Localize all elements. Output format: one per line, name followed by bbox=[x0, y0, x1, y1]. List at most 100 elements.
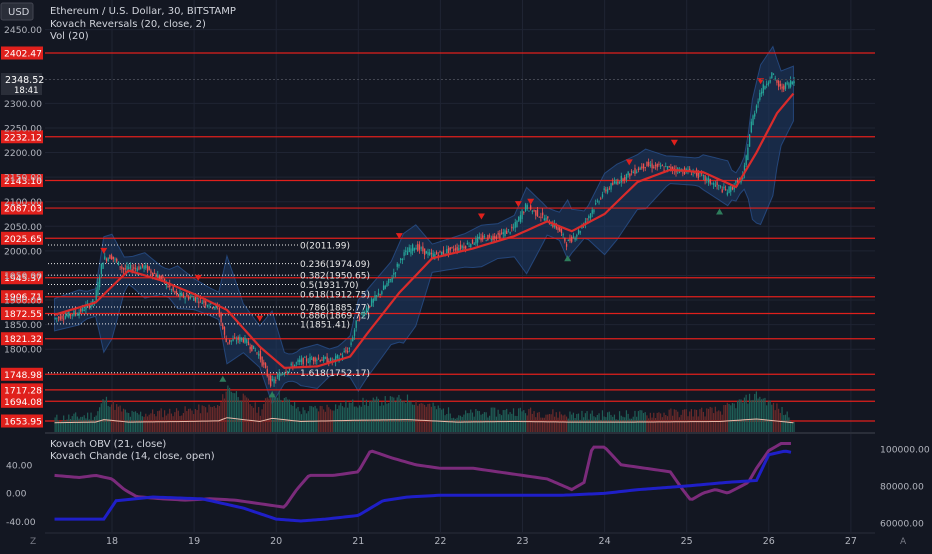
volume-bar bbox=[381, 402, 383, 432]
auto-scale-icon[interactable]: A bbox=[900, 537, 907, 547]
candle-body bbox=[302, 357, 304, 365]
candle-body bbox=[235, 340, 238, 342]
candle-body bbox=[170, 289, 173, 290]
x-axis-label: 20 bbox=[270, 536, 282, 547]
candle-body bbox=[449, 247, 451, 251]
axes: 2402.47 2232.12 2143.10 2087.03 2025.65 1945.… bbox=[1, 25, 930, 547]
volume-bar bbox=[466, 413, 468, 432]
price-axis-tick: 1850.00 bbox=[4, 320, 42, 331]
candle-body bbox=[220, 313, 222, 323]
volume-bar bbox=[504, 410, 506, 432]
volume-bar bbox=[145, 413, 147, 432]
candle-body bbox=[612, 182, 614, 185]
volume-bar bbox=[707, 408, 710, 432]
volume-bar bbox=[335, 404, 337, 432]
candle-body bbox=[87, 303, 89, 305]
candle-body bbox=[774, 77, 776, 79]
candle-body bbox=[61, 315, 63, 319]
indicator-kovach-reversals[interactable]: Kovach Reversals (20, close, 2) bbox=[50, 19, 206, 30]
candle-body bbox=[148, 266, 150, 270]
volume-bar bbox=[535, 417, 537, 432]
indicator-pane[interactable] bbox=[54, 442, 792, 523]
indicator-volume[interactable]: Vol (20) bbox=[50, 31, 89, 42]
candle-body bbox=[748, 134, 751, 147]
price-pane[interactable]: 0(2011.99)0.236(1974.09)0.382(1950.65)0.… bbox=[45, 45, 875, 432]
volume-bar bbox=[266, 397, 268, 432]
candle-body bbox=[649, 165, 652, 166]
candle-body bbox=[247, 341, 250, 345]
candle-body bbox=[624, 177, 626, 180]
candle-body bbox=[719, 186, 722, 188]
volume-bar bbox=[247, 398, 250, 432]
volume-bar bbox=[66, 419, 68, 432]
usd-button[interactable] bbox=[0, 2, 34, 21]
candle-body bbox=[601, 194, 604, 198]
volume-bar bbox=[726, 402, 728, 432]
volume-bar bbox=[160, 408, 162, 432]
fib-level-label: 0.5(1931.70) bbox=[300, 281, 359, 291]
volume-bar bbox=[78, 418, 80, 432]
zoom-icon[interactable]: Z bbox=[30, 537, 36, 547]
candle-body bbox=[615, 181, 617, 184]
x-axis-label: 21 bbox=[352, 536, 364, 547]
indicator-kovach-chande[interactable]: Kovach Chande (14, close, open) bbox=[50, 451, 215, 462]
candle-body bbox=[175, 291, 178, 294]
level-label-bg bbox=[1, 394, 43, 408]
candle-body bbox=[309, 356, 311, 363]
volume-bar bbox=[225, 391, 227, 432]
volume-bar bbox=[779, 412, 781, 432]
volume-bar bbox=[170, 413, 173, 432]
volume-bar bbox=[557, 417, 559, 432]
candle-body bbox=[725, 189, 727, 191]
candle-body bbox=[412, 244, 414, 252]
volume-bar bbox=[595, 417, 597, 432]
volume-bar bbox=[589, 413, 592, 432]
volume-bar bbox=[793, 421, 795, 432]
level-label: 1717.28 bbox=[4, 385, 42, 396]
volume-bar bbox=[254, 402, 256, 432]
volume-bar bbox=[350, 402, 352, 432]
candle-body bbox=[711, 183, 713, 185]
volume-bar bbox=[470, 409, 472, 432]
volume-bar bbox=[370, 401, 373, 432]
candle-body bbox=[401, 259, 404, 261]
candle-body bbox=[275, 380, 277, 381]
candle-body bbox=[329, 358, 332, 362]
candle-body bbox=[167, 285, 169, 288]
volume-bar bbox=[541, 417, 544, 432]
candle-body bbox=[362, 311, 364, 317]
candle-body bbox=[254, 350, 256, 352]
candle-body bbox=[482, 235, 484, 240]
volume-bar bbox=[518, 408, 520, 432]
candle-body bbox=[637, 168, 640, 171]
indicator-kovach-obv[interactable]: Kovach OBV (21, close) bbox=[50, 439, 166, 450]
candle-body bbox=[237, 337, 239, 340]
level-label-bg bbox=[1, 46, 43, 60]
volume-bar bbox=[615, 419, 617, 432]
volume-bar bbox=[588, 419, 590, 432]
candle-body bbox=[733, 186, 735, 190]
volume-bar bbox=[473, 416, 475, 432]
volume-bar bbox=[198, 404, 200, 432]
candle-body bbox=[208, 305, 210, 307]
candle-body bbox=[340, 354, 342, 355]
candle-body bbox=[465, 246, 467, 249]
volume-bar bbox=[317, 411, 320, 432]
level-label: 1653.95 bbox=[4, 417, 42, 428]
candle-body bbox=[750, 121, 752, 133]
volume-bar bbox=[711, 407, 713, 432]
usd-button-label[interactable]: USD bbox=[8, 7, 30, 18]
candle-body bbox=[251, 344, 253, 351]
candle-body bbox=[119, 266, 121, 268]
volume-bar bbox=[270, 397, 272, 432]
candle-body bbox=[788, 83, 790, 88]
volume-bar bbox=[338, 405, 340, 432]
volume-bar bbox=[218, 405, 220, 432]
candle-body bbox=[456, 246, 458, 251]
volume-bar bbox=[312, 407, 315, 432]
candle-body bbox=[543, 218, 546, 221]
volume-bar bbox=[280, 399, 282, 432]
candle-body bbox=[213, 307, 215, 309]
